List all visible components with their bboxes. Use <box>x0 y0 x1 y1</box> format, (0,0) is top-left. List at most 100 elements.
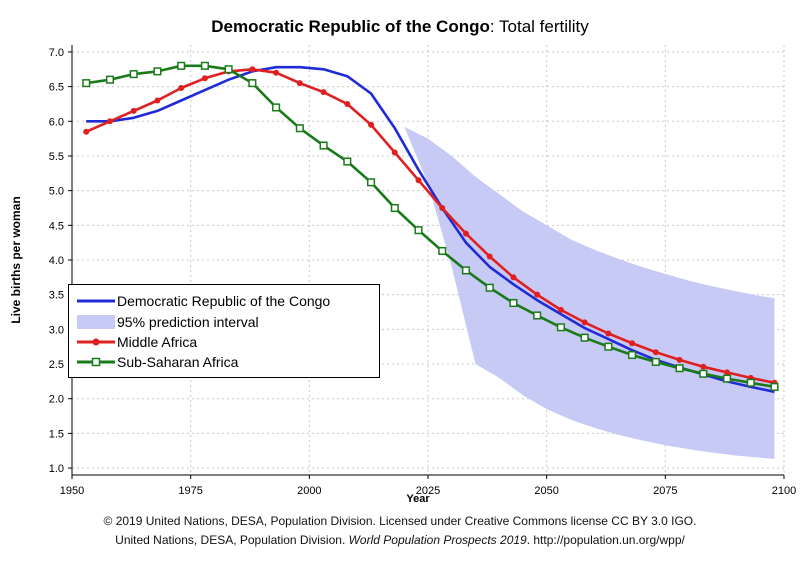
data-point-circle <box>629 340 636 347</box>
data-point-square <box>343 157 352 166</box>
prediction-band-layer <box>404 126 775 460</box>
y-tick-label: 5.0 <box>49 186 64 198</box>
legend-item-middle-africa: Middle Africa <box>69 332 379 352</box>
data-point-square <box>722 374 732 383</box>
data-point-circle <box>344 100 351 107</box>
y-tick-label: 2.5 <box>49 359 64 371</box>
data-point-square <box>461 266 471 275</box>
legend: Democratic Republic of the Congo 95% pre… <box>68 284 380 378</box>
data-point-circle <box>439 204 446 211</box>
data-point-circle <box>249 66 256 73</box>
y-axis-label: Live births per woman <box>9 196 23 323</box>
data-point-square <box>200 61 209 70</box>
y-tick-label: 5.5 <box>49 151 64 163</box>
data-point-square <box>82 79 91 88</box>
legend-label: Sub-Saharan Africa <box>117 354 239 370</box>
x-tick-label: 2100 <box>772 485 796 497</box>
data-point-circle <box>534 291 541 298</box>
data-point-circle <box>700 363 707 370</box>
data-point-circle <box>486 253 493 260</box>
x-tick-label: 1975 <box>178 485 202 497</box>
x-tick-label: 2025 <box>416 485 440 497</box>
data-point-circle <box>178 85 185 91</box>
y-tick-label: 3.0 <box>49 324 64 336</box>
data-point-square <box>556 323 565 332</box>
x-tick-label: 2050 <box>534 485 558 497</box>
legend-item-drc: Democratic Republic of the Congo <box>69 291 379 311</box>
x-tick-label: 2075 <box>653 485 677 497</box>
data-point-circle <box>557 306 564 313</box>
y-tick-label: 4.5 <box>49 220 64 232</box>
footer-citation-title: World Population Prospects 2019 <box>348 533 527 547</box>
footer-citation-url: . http://population.un.org/wpp/ <box>526 533 685 547</box>
data-point-circle <box>724 369 731 376</box>
data-point-circle <box>273 69 280 76</box>
data-point-circle <box>676 356 683 363</box>
y-tick-label: 7.0 <box>49 47 64 59</box>
data-point-square <box>509 298 518 308</box>
x-tick-label: 2000 <box>297 485 321 497</box>
data-point-square <box>366 178 376 187</box>
data-point-circle <box>154 97 161 104</box>
y-tick-label: 6.5 <box>49 82 64 94</box>
chart-title: Democratic Republic of the Congo: Total … <box>0 17 800 37</box>
data-point-square <box>628 350 637 360</box>
data-point-circle <box>130 107 137 114</box>
data-point-circle <box>415 177 422 184</box>
data-point-circle <box>510 274 517 281</box>
data-point-square <box>105 75 115 84</box>
data-point-square <box>129 70 138 79</box>
chart-title-country: Democratic Republic of the Congo <box>211 17 490 36</box>
y-tick-label: 2.0 <box>49 394 64 406</box>
legend-label: 95% prediction interval <box>117 314 259 330</box>
footer-citation: United Nations, DESA, Population Divisio… <box>0 533 800 547</box>
data-point-square <box>295 124 304 133</box>
data-point-circle <box>605 330 612 337</box>
data-point-circle <box>106 118 113 125</box>
data-point-square <box>699 369 708 378</box>
y-tick-label: 1.5 <box>49 428 64 440</box>
footer-copyright: © 2019 United Nations, DESA, Population … <box>103 514 697 528</box>
prediction-interval-band <box>404 126 775 460</box>
data-point-square <box>438 246 447 256</box>
data-point-square <box>580 333 589 342</box>
data-point-square <box>272 103 281 112</box>
data-point-square <box>533 311 542 320</box>
y-tick-label: 4.0 <box>49 255 64 267</box>
data-point-square <box>319 141 328 150</box>
series-layer <box>82 61 779 394</box>
x-axis-label: Year <box>406 493 430 505</box>
data-point-square <box>248 79 257 88</box>
data-point-square <box>224 65 233 74</box>
y-tick-label: 1.0 <box>49 463 64 475</box>
data-point-circle <box>581 319 588 326</box>
data-point-circle <box>462 230 469 237</box>
x-tick-label: 1950 <box>60 485 84 497</box>
data-point-circle <box>201 75 208 82</box>
data-point-square <box>604 342 613 351</box>
data-point-square <box>177 61 186 70</box>
data-point-circle <box>320 89 327 96</box>
chart-title-indicator: : Total fertility <box>489 17 589 36</box>
data-point-square <box>153 67 162 76</box>
legend-label: Democratic Republic of the Congo <box>117 293 331 309</box>
y-tick-label: 6.0 <box>49 116 64 128</box>
legend-item-sub-saharan-africa: Sub-Saharan Africa <box>69 352 379 372</box>
data-point-square <box>651 357 660 367</box>
data-point-square <box>485 283 494 292</box>
legend-key-circle-marker-icon <box>77 338 115 346</box>
data-point-circle <box>83 128 90 135</box>
data-point-square <box>770 382 779 391</box>
series-line <box>85 68 775 385</box>
footer-citation-prefix: United Nations, DESA, Population Divisio… <box>115 533 349 547</box>
data-point-square <box>675 364 684 373</box>
data-point-square <box>390 203 399 213</box>
data-point-circle <box>391 149 398 156</box>
legend-key-band-icon <box>77 315 115 329</box>
axes: 1950 1975 2000 2025 2050 2075 2100 1.0 1.5 2.0 2.5… <box>49 45 796 497</box>
legend-key-square-marker-icon <box>77 357 115 367</box>
data-point-circle <box>296 80 303 87</box>
data-point-circle <box>368 121 375 128</box>
y-tick-label: 3.5 <box>49 290 64 302</box>
